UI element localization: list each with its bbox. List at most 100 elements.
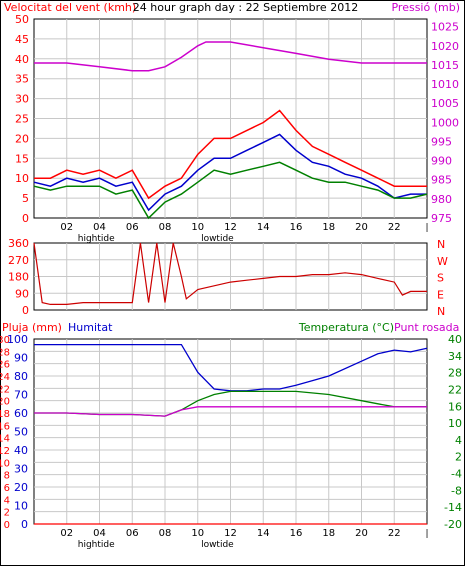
compass-label: N (437, 305, 445, 318)
rain-tick-label: 4 (4, 495, 10, 506)
humidity-tick-label: 10 (14, 500, 28, 513)
temperature-tick-label: 40 (448, 333, 462, 346)
x-tick-label: 12 (224, 222, 237, 233)
x-tick-label: 22 (388, 222, 401, 233)
left-tick-label: 45 (15, 33, 29, 46)
x-tick-label: 08 (159, 528, 172, 539)
rain-tick-label: 12 (0, 446, 10, 457)
x-tick-label: 04 (93, 222, 106, 233)
humidity-tick-label: 40 (14, 444, 28, 457)
x-tick-label: 20 (355, 222, 368, 233)
x-tick-label: 22 (388, 528, 401, 539)
compass-label: N (437, 238, 445, 251)
left-tick-label: 50 (15, 13, 29, 26)
left-tick-label: 15 (15, 152, 29, 165)
left-tick-label: 30 (15, 93, 29, 106)
right-tick-label: 1025 (431, 21, 459, 34)
temperature-tick-label: 22 (448, 383, 462, 396)
x-annotation: lowtide (201, 540, 234, 550)
x-tick-label: 18 (322, 528, 335, 539)
humidity-tick-label: 70 (14, 389, 28, 402)
x-tick-label: 16 (290, 528, 303, 539)
temperature-tick-label: -20 (444, 518, 462, 531)
left-tick-label: 270 (8, 254, 29, 267)
temperature-tick-label: 2 (455, 451, 462, 464)
x-tick-label: 18 (322, 222, 335, 233)
temperature-axis-label: Temperatura (°C) (298, 321, 394, 334)
humidity-axis-label: Humitat (68, 321, 113, 334)
x-tick-label: 12 (224, 528, 237, 539)
x-tick-label: 14 (257, 528, 270, 539)
rain-tick-label: 14 (0, 434, 10, 445)
left-tick-label: 25 (15, 113, 29, 126)
wind-pressure-chart: 0510152025303540455097598098599099510001… (4, 1, 460, 244)
x-tick-label: 06 (126, 222, 139, 233)
x-annotation: hightide (78, 540, 115, 550)
rain-humidity-temperature-chart: 0246810121416182022242628300102030405060… (0, 321, 462, 550)
right-tick-label: 1000 (431, 116, 459, 129)
series-line (34, 406, 427, 417)
humidity-tick-label: 60 (14, 407, 28, 420)
humidity-tick-label: 0 (21, 518, 28, 531)
left-tick-label: 10 (15, 172, 29, 185)
rain-tick-label: 22 (0, 384, 10, 395)
temperature-tick-label: -14 (444, 501, 462, 514)
humidity-tick-label: 30 (14, 463, 28, 476)
rain-tick-label: 30 (0, 335, 10, 346)
x-annotation: hightide (78, 234, 115, 244)
right-tick-label: 975 (431, 212, 452, 225)
temperature-tick-label: 28 (448, 367, 462, 380)
rain-tick-label: 16 (0, 421, 10, 432)
right-tick-label: 1020 (431, 40, 459, 53)
series-line (34, 41, 427, 72)
series-line (33, 242, 427, 305)
humidity-tick-label: 100 (7, 333, 28, 346)
x-tick-label: 02 (60, 528, 73, 539)
temperature-tick-label: 4 (455, 434, 462, 447)
rain-tick-label: 26 (0, 360, 10, 371)
humidity-tick-label: 50 (14, 426, 28, 439)
left-tick-label: 35 (15, 73, 29, 86)
humidity-tick-label: 80 (14, 370, 28, 383)
left-axis-label: Velocitat del vent (kmh) (4, 1, 136, 14)
right-tick-label: 980 (431, 193, 452, 206)
right-tick-label: 995 (431, 135, 452, 148)
temperature-tick-label: 16 (448, 400, 462, 413)
x-tick-label: 04 (93, 528, 106, 539)
rain-tick-label: 2 (4, 508, 10, 519)
right-tick-label: 985 (431, 174, 452, 187)
rain-axis-label: Pluja (mm) (2, 321, 62, 334)
series-line (33, 133, 427, 212)
rain-tick-label: 18 (0, 409, 10, 420)
rain-tick-label: 20 (0, 397, 10, 408)
temperature-tick-label: 34 (448, 350, 462, 363)
left-tick-label: 90 (15, 287, 29, 300)
dewpoint-axis-label: Punt rosada (394, 321, 459, 334)
right-axis-label: Pressió (mb) (391, 1, 460, 14)
left-tick-label: 0 (22, 304, 29, 317)
right-tick-label: 1015 (431, 59, 459, 72)
temperature-tick-label: -8 (451, 484, 462, 497)
x-end-mark: | (425, 529, 428, 539)
series-line (33, 161, 428, 220)
left-tick-label: 5 (22, 192, 29, 205)
right-tick-label: 1010 (431, 78, 459, 91)
x-annotation: lowtide (201, 234, 234, 244)
compass-label: W (437, 255, 448, 268)
left-tick-label: 360 (8, 237, 29, 250)
chart-title: 24 hour graph day : 22 Septiembre 2012 (133, 1, 358, 14)
left-tick-label: 180 (8, 271, 29, 284)
series-line (34, 109, 427, 200)
right-tick-label: 990 (431, 155, 452, 168)
x-tick-label: 16 (290, 222, 303, 233)
rain-tick-label: 0 (4, 520, 10, 531)
humidity-tick-label: 90 (14, 352, 28, 365)
right-tick-label: 1005 (431, 97, 459, 110)
x-tick-label: 08 (159, 222, 172, 233)
temperature-tick-label: -4 (451, 468, 462, 481)
x-tick-label: 10 (191, 528, 204, 539)
x-tick-label: 14 (257, 222, 270, 233)
rain-tick-label: 28 (0, 347, 10, 358)
